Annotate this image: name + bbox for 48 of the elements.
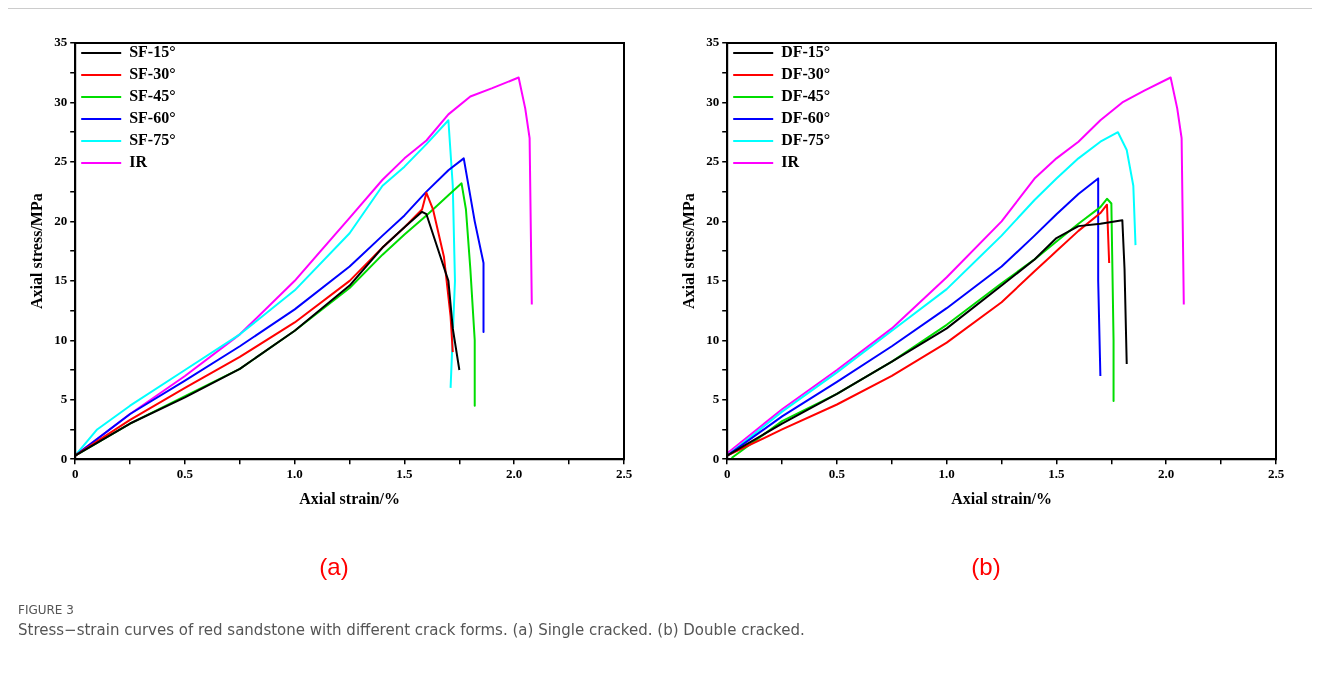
y-tick-label: 5 — [712, 391, 720, 407]
y-tick-label: 30 — [706, 93, 720, 109]
x-tick-label: 1.0 — [938, 466, 955, 482]
x-tick-label: 0.5 — [828, 466, 846, 482]
legend-label: DF-30° — [781, 65, 831, 83]
legend-label: IR — [129, 153, 148, 171]
x-tick-label: 2.5 — [1267, 466, 1285, 482]
legend-label: DF-15° — [781, 43, 831, 61]
x-tick-label: 2.0 — [1158, 466, 1175, 482]
x-tick-label: 2.5 — [615, 466, 633, 482]
y-tick-label: 25 — [54, 153, 68, 169]
legend-label: DF-60° — [781, 109, 831, 127]
y-tick-label: 0 — [60, 450, 68, 466]
y-axis-title: Axial stress/MPa — [27, 193, 45, 309]
legend-label: SF-45° — [129, 87, 176, 105]
x-axis-title: Axial strain/% — [951, 489, 1053, 507]
y-tick-label: 10 — [706, 331, 720, 347]
legend-label: DF-45° — [781, 87, 831, 105]
y-tick-label: 35 — [706, 34, 720, 50]
legend-label: SF-60° — [129, 109, 176, 127]
legend-label: SF-75° — [129, 131, 176, 149]
x-tick-label: 1.0 — [286, 466, 303, 482]
y-tick-label: 0 — [712, 450, 720, 466]
y-tick-label: 20 — [54, 212, 68, 228]
x-tick-label: 0 — [723, 466, 731, 482]
y-tick-label: 20 — [706, 212, 720, 228]
legend-label: SF-30° — [129, 65, 176, 83]
y-tick-label: 10 — [54, 331, 68, 347]
text: Stress−strain curves of red sandstone with different crack forms. (a) Single cracked. (b) Double cracked. — [18, 621, 806, 639]
y-tick-label: 35 — [54, 34, 68, 50]
y-tick-label: 25 — [706, 153, 720, 169]
legend-label: IR — [781, 153, 800, 171]
y-tick-label: 30 — [54, 93, 68, 109]
x-tick-label: 1.5 — [396, 466, 414, 482]
x-tick-label: 2.0 — [506, 466, 523, 482]
y-tick-label: 15 — [54, 272, 68, 288]
text: (b) — [971, 553, 1001, 581]
legend-label: SF-15° — [129, 43, 176, 61]
y-tick-label: 15 — [706, 272, 720, 288]
x-tick-label: 0 — [71, 466, 79, 482]
x-tick-label: 1.5 — [1048, 466, 1066, 482]
y-tick-label: 5 — [60, 391, 68, 407]
caption: FIGURE 3 — [18, 603, 75, 617]
legend-label: DF-75° — [781, 131, 831, 149]
y-axis-title: Axial stress/MPa — [679, 193, 697, 309]
text: (a) — [319, 553, 349, 581]
x-axis-title: Axial strain/% — [299, 489, 401, 507]
x-tick-label: 0.5 — [176, 466, 194, 482]
